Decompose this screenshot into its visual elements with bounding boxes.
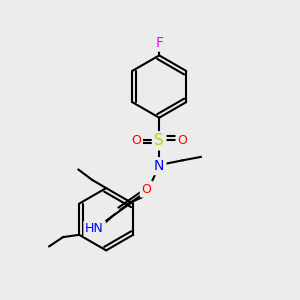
- Text: S: S: [154, 133, 164, 148]
- Text: O: O: [131, 134, 141, 147]
- Text: N: N: [154, 159, 164, 173]
- Text: F: F: [155, 36, 163, 50]
- Text: HN: HN: [85, 222, 104, 235]
- Text: O: O: [177, 134, 187, 147]
- Text: O: O: [142, 183, 152, 196]
